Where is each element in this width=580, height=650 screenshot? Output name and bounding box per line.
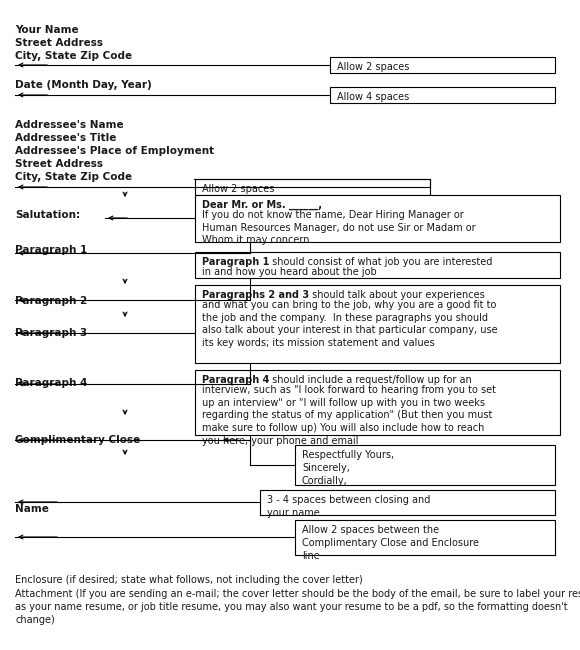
Text: Your Name: Your Name [15,25,79,35]
Text: in and how you heard about the job: in and how you heard about the job [202,266,377,277]
Text: Paragraph 1: Paragraph 1 [15,245,87,255]
Text: and what you can bring to the job, why you are a good fit to
the job and the com: and what you can bring to the job, why y… [202,300,498,348]
Bar [330,87,555,103]
Bar [195,285,560,363]
Text: should include a request/follow up for an: should include a request/follow up for a… [269,375,472,385]
Text: 3 - 4 spaces between closing and
your name: 3 - 4 spaces between closing and your na… [267,495,430,518]
Text: Paragraph 1: Paragraph 1 [202,257,269,267]
Text: City, State Zip Code: City, State Zip Code [15,172,132,182]
Bar [195,195,560,242]
Bar [260,490,555,515]
Bar [195,370,560,435]
Text: Name: Name [15,504,49,514]
Text: Complimentary Close: Complimentary Close [15,435,140,445]
Text: Salutation:: Salutation: [15,210,80,220]
Text: If you do not know the name, Dear Hiring Manager or
Human Resources Manager, do : If you do not know the name, Dear Hiring… [202,210,476,246]
Text: as your name resume, or job title resume, you may also want your resume to be a : as your name resume, or job title resume… [15,602,568,612]
Text: Allow 4 spaces: Allow 4 spaces [337,92,409,102]
Bar [295,520,555,555]
Text: Allow 2 spaces: Allow 2 spaces [202,184,274,194]
Text: Attachment (If you are sending an e-mail; the cover letter should be the body of: Attachment (If you are sending an e-mail… [15,589,580,599]
Bar [295,445,555,485]
Text: Paragraph 2: Paragraph 2 [15,296,87,306]
Text: Dear Mr. or Ms. ______,: Dear Mr. or Ms. ______, [202,200,322,210]
Text: Addressee's Place of Employment: Addressee's Place of Employment [15,146,214,156]
Text: interview, such as "I look forward to hearing from you to set
up an interview" o: interview, such as "I look forward to he… [202,385,496,446]
Text: Street Address: Street Address [15,38,103,48]
Text: Paragraph 4: Paragraph 4 [202,375,269,385]
Text: Paragraphs 2 and 3: Paragraphs 2 and 3 [202,290,309,300]
Text: Paragraph 4: Paragraph 4 [15,378,88,388]
Text: Allow 2 spaces: Allow 2 spaces [337,62,409,72]
Text: Allow 2 spaces between the
Complimentary Close and Enclosure
line: Allow 2 spaces between the Complimentary… [302,525,479,560]
Text: change): change) [15,615,55,625]
Text: Respectfully Yours,
Sincerely,
Cordially,: Respectfully Yours, Sincerely, Cordially… [302,450,394,486]
Text: Street Address: Street Address [15,159,103,169]
Text: City, State Zip Code: City, State Zip Code [15,51,132,61]
Text: should consist of what job you are interested: should consist of what job you are inter… [269,257,493,267]
Text: Date (Month Day, Year): Date (Month Day, Year) [15,80,152,90]
Bar [195,252,560,278]
Text: Paragraph 3: Paragraph 3 [15,328,87,338]
Text: should talk about your experiences: should talk about your experiences [309,290,485,300]
Text: Enclosure (if desired; state what follows, not including the cover letter): Enclosure (if desired; state what follow… [15,575,362,585]
Text: Addressee's Title: Addressee's Title [15,133,117,143]
Text: Addressee's Name: Addressee's Name [15,120,124,130]
Bar [195,179,430,195]
Bar [330,57,555,73]
